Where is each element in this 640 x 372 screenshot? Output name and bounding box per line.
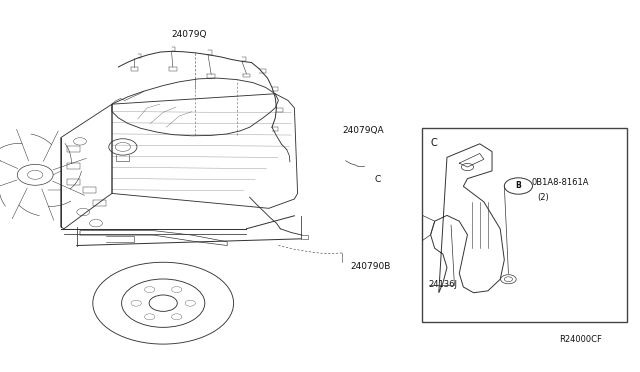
Text: R24000CF: R24000CF bbox=[559, 335, 602, 344]
Text: 0B1A8-8161A: 0B1A8-8161A bbox=[531, 178, 589, 187]
Text: C: C bbox=[374, 175, 381, 184]
Bar bbox=[93, 200, 106, 206]
FancyBboxPatch shape bbox=[422, 128, 627, 322]
Text: 24136J: 24136J bbox=[429, 280, 458, 289]
Bar bbox=[67, 179, 80, 185]
Text: 240790B: 240790B bbox=[351, 262, 391, 271]
Text: B: B bbox=[516, 182, 521, 190]
Text: 24079Q: 24079Q bbox=[171, 30, 207, 39]
Bar bbox=[67, 163, 80, 169]
Text: (2): (2) bbox=[538, 193, 549, 202]
Text: 24079QA: 24079QA bbox=[342, 126, 384, 135]
Text: C: C bbox=[430, 138, 437, 148]
Bar bbox=[83, 187, 96, 193]
Bar bbox=[67, 146, 80, 152]
